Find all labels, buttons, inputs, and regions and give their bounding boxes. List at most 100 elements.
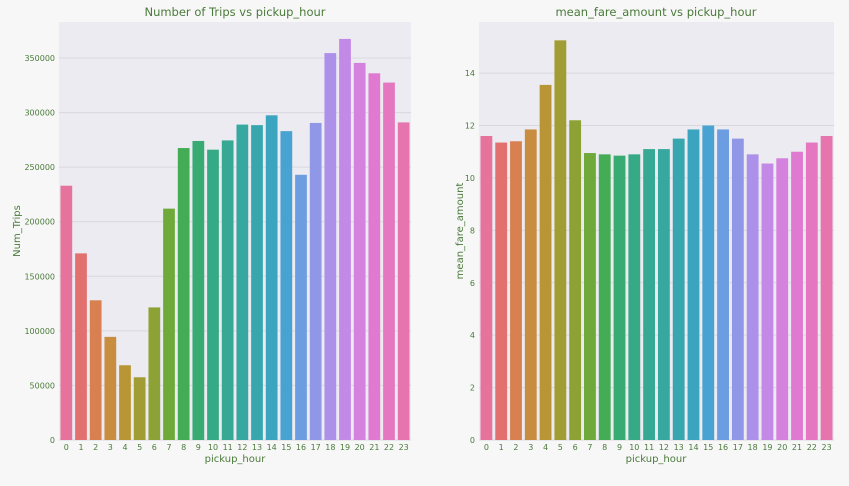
x-tick-label: 23 — [822, 443, 832, 452]
bar-hour-5 — [554, 40, 567, 441]
bar-hour-8 — [598, 154, 611, 440]
bars — [60, 38, 410, 441]
x-tick-label: 0 — [484, 443, 489, 452]
bar-hour-19 — [339, 38, 351, 441]
bar-hour-10 — [207, 149, 219, 441]
x-tick-label: 16 — [718, 443, 728, 452]
y-axis-label: mean_fare_amount — [455, 183, 466, 280]
x-tick-label: 21 — [792, 443, 802, 452]
y-tick-label: 10 — [465, 174, 475, 183]
bar-hour-20 — [776, 158, 789, 440]
x-tick-label: 20 — [777, 443, 787, 452]
x-tick-label: 13 — [674, 443, 684, 452]
bar-hour-15 — [280, 131, 293, 441]
bar-hour-3 — [104, 336, 117, 440]
x-tick-label: 15 — [703, 443, 713, 452]
y-tick-label: 8 — [470, 226, 475, 235]
bar-hour-13 — [672, 138, 685, 440]
bar-hour-22 — [805, 142, 818, 440]
x-tick-label: 10 — [629, 443, 639, 452]
bar-hour-21 — [791, 151, 803, 441]
bar-hour-2 — [510, 141, 522, 440]
y-tick-label: 250000 — [24, 163, 55, 172]
x-tick-label: 7 — [587, 443, 592, 452]
y-tick-labels: 0 50000 100000 150000 200000 250000 300000 3500… — [24, 54, 55, 445]
x-tick-label: 18 — [325, 443, 335, 452]
bar-hour-4 — [119, 365, 131, 440]
bar-hour-13 — [251, 125, 263, 440]
x-tick-label: 2 — [513, 443, 518, 452]
x-tick-label: 16 — [296, 443, 306, 452]
x-tick-label: 3 — [528, 443, 533, 452]
bar-hour-12 — [657, 149, 670, 440]
bar-hour-18 — [746, 154, 759, 440]
y-tick-label: 2 — [470, 384, 475, 393]
y-tick-label: 300000 — [24, 109, 55, 118]
y-tick-label: 12 — [465, 122, 475, 131]
x-tick-label: 9 — [617, 443, 622, 452]
chart-trips: 0 50000 100000 150000 200000 250000 300000 3500… — [12, 5, 411, 465]
bar-hour-16 — [717, 129, 729, 440]
bar-hour-19 — [761, 163, 774, 440]
y-tick-label: 4 — [470, 331, 475, 340]
bar-hour-11 — [643, 149, 656, 440]
x-tick-label: 6 — [152, 443, 157, 452]
x-tick-label: 11 — [644, 443, 654, 452]
y-tick-label: 0 — [50, 436, 55, 445]
bar-hour-4 — [539, 84, 552, 441]
bar-hour-9 — [613, 155, 626, 441]
x-tick-label: 3 — [108, 443, 113, 452]
x-tick-label: 4 — [543, 443, 548, 452]
gridlines — [59, 57, 411, 441]
x-tick-label: 5 — [137, 443, 142, 452]
bar-hour-0 — [480, 136, 493, 440]
x-tick-label: 19 — [340, 443, 350, 452]
bar-hour-23 — [820, 136, 833, 440]
x-tick-labels: 0 1 2 3 4 5 6 7 8 9 10 11 12 13 14 15 16 17 18 19 20 21 22 23 — [484, 443, 832, 452]
bar-hour-12 — [236, 124, 249, 440]
y-axis-label: Num_Trips — [12, 205, 23, 257]
bar-hour-15 — [702, 125, 715, 440]
y-tick-label: 0 — [470, 436, 475, 445]
x-tick-label: 22 — [384, 443, 394, 452]
bar-hour-6 — [569, 120, 582, 440]
y-tick-label: 350000 — [24, 54, 55, 63]
x-tick-label: 6 — [573, 443, 578, 452]
bar-hour-9 — [192, 140, 205, 441]
bar-hour-5 — [133, 377, 146, 440]
x-axis-label: pickup_hour — [626, 454, 688, 465]
plot-area — [479, 22, 834, 440]
bar-hour-8 — [177, 148, 190, 441]
chart-title: Number of Trips vs pickup_hour — [144, 5, 325, 19]
x-tick-label: 9 — [196, 443, 201, 452]
bar-hour-3 — [524, 129, 537, 440]
bar-hour-22 — [383, 82, 395, 440]
x-tick-label: 22 — [807, 443, 817, 452]
x-tick-label: 17 — [733, 443, 743, 452]
bar-hour-21 — [368, 73, 381, 440]
x-axis-label: pickup_hour — [205, 454, 267, 465]
bar-hour-7 — [163, 208, 175, 440]
bars — [480, 40, 833, 441]
x-tick-label: 14 — [267, 443, 277, 452]
bar-hour-11 — [221, 140, 234, 440]
y-tick-label: 100000 — [24, 327, 55, 336]
x-tick-label: 12 — [237, 443, 247, 452]
x-tick-label: 19 — [762, 443, 772, 452]
x-tick-labels: 0 1 2 3 4 5 6 7 8 9 10 11 12 13 14 15 16 17 18 19 20 21 22 23 — [64, 443, 409, 452]
bar-hour-10 — [628, 154, 641, 440]
bar-hour-16 — [295, 174, 307, 440]
y-tick-label: 50000 — [30, 381, 55, 390]
bar-hour-23 — [397, 122, 410, 440]
y-tick-label: 200000 — [24, 218, 55, 227]
y-tick-label: 6 — [470, 279, 475, 288]
x-tick-label: 10 — [208, 443, 218, 452]
x-tick-label: 1 — [499, 443, 504, 452]
x-tick-label: 11 — [223, 443, 233, 452]
bar-hour-20 — [353, 62, 366, 441]
bar-hour-18 — [324, 53, 337, 441]
x-tick-label: 20 — [355, 443, 365, 452]
x-tick-label: 23 — [399, 443, 409, 452]
